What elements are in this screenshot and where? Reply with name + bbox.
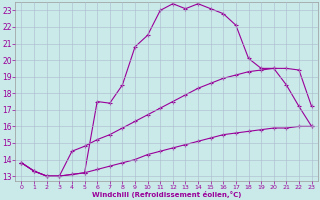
- X-axis label: Windchill (Refroidissement éolien,°C): Windchill (Refroidissement éolien,°C): [92, 191, 241, 198]
